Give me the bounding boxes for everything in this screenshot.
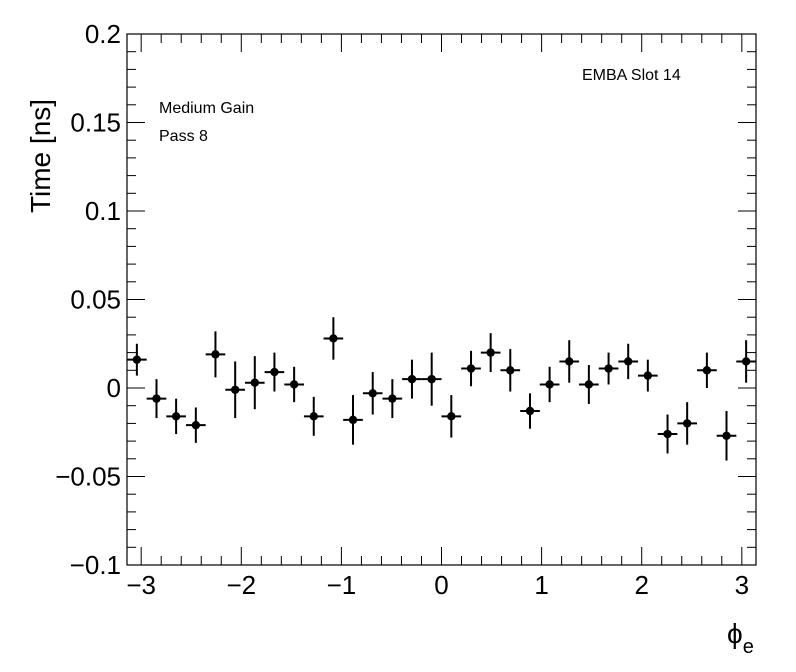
data-point: [716, 411, 737, 461]
data-point: [225, 361, 246, 419]
point-marker: [250, 378, 259, 387]
data-point: [598, 352, 619, 385]
point-marker: [682, 419, 692, 428]
point-marker: [388, 394, 397, 403]
data-point: [441, 395, 462, 438]
data-point: [146, 379, 167, 419]
x-tick-label: 3: [735, 570, 749, 600]
y-tick-label: 0.1: [85, 196, 121, 226]
data-point: [421, 352, 442, 406]
point-marker: [230, 385, 240, 394]
point-marker: [152, 394, 161, 403]
data-point: [166, 398, 186, 435]
data-point: [362, 372, 383, 415]
y-tick-label: 0.05: [70, 285, 121, 315]
point-marker: [466, 364, 476, 373]
data-point: [637, 359, 658, 392]
y-tick-label: 0: [107, 373, 121, 403]
data-point: [264, 352, 285, 392]
module-label: EMBA Slot 14: [582, 67, 681, 84]
point-marker: [447, 412, 456, 421]
data-point: [579, 364, 599, 404]
data-point: [127, 343, 147, 376]
data-point: [244, 356, 265, 410]
point-marker: [132, 355, 142, 364]
point-marker: [565, 357, 574, 366]
data-point: [323, 317, 344, 360]
data-point: [303, 396, 324, 436]
data-point: [736, 340, 756, 383]
y-tick-label: −0.1: [70, 550, 121, 580]
point-marker: [486, 348, 495, 357]
data-point: [500, 349, 521, 392]
pass-label: Pass 8: [159, 128, 208, 145]
data-point: [677, 402, 697, 445]
data-point: [205, 331, 226, 378]
data-point: [539, 366, 560, 403]
data-point: [402, 359, 422, 399]
point-marker: [309, 412, 318, 421]
point-marker: [171, 412, 181, 421]
x-axis-title-main: ϕ: [727, 618, 743, 649]
data-point: [284, 366, 304, 403]
point-marker: [368, 389, 377, 398]
point-marker: [722, 431, 731, 440]
y-axis-title: Time [ns]: [25, 99, 56, 213]
point-marker: [663, 429, 672, 439]
y-tick-label: 0.15: [70, 108, 121, 138]
x-tick-label: 2: [634, 570, 648, 600]
x-axis-title: ϕe: [727, 618, 754, 658]
point-marker: [702, 366, 712, 375]
data-point: [461, 350, 481, 387]
point-marker: [624, 357, 633, 366]
point-marker: [329, 334, 338, 343]
axis-ticks: [127, 33, 756, 566]
point-marker: [289, 380, 299, 389]
gain-label: Medium Gain: [159, 100, 254, 117]
x-axis-title-sub: e: [743, 636, 754, 658]
data-point: [618, 343, 639, 380]
x-tick-label: −1: [327, 570, 357, 600]
point-marker: [506, 366, 515, 375]
y-tick-label: −0.05: [55, 462, 121, 492]
point-marker: [191, 420, 201, 430]
data-point: [697, 352, 717, 388]
x-tick-label: 1: [534, 570, 548, 600]
point-marker: [348, 415, 358, 425]
point-marker: [643, 371, 653, 380]
data-points: [127, 317, 756, 461]
point-marker: [211, 350, 220, 359]
point-marker: [741, 357, 751, 366]
data-point: [480, 333, 501, 373]
data-point: [559, 340, 580, 383]
data-point: [382, 379, 403, 419]
point-marker: [545, 380, 554, 389]
point-marker: [427, 374, 436, 384]
data-point: [343, 395, 363, 445]
point-marker: [525, 406, 535, 416]
point-marker: [604, 364, 613, 373]
data-point: [520, 393, 540, 429]
tick-labels: −0.1 −0.05 0 0.05 0.1 0.15 0.2 −3 −2 −1 0 1 2 3: [55, 19, 749, 600]
point-marker: [270, 367, 279, 377]
data-point: [657, 414, 678, 454]
y-tick-label: 0.2: [85, 19, 121, 49]
x-tick-label: −2: [226, 570, 256, 600]
x-tick-label: 0: [434, 570, 448, 600]
point-marker: [407, 374, 417, 384]
x-tick-label: −3: [126, 570, 156, 600]
point-marker: [584, 380, 594, 389]
data-point: [186, 407, 206, 443]
